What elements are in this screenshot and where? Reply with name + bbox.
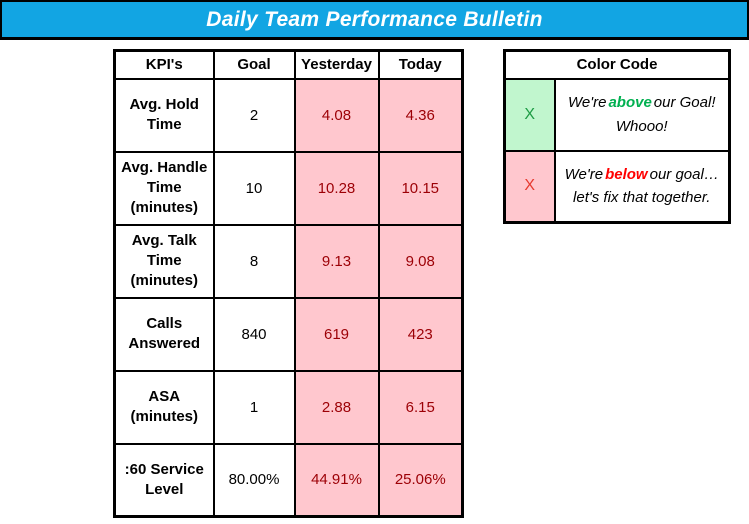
goal-value: 1 <box>212 369 296 445</box>
goal-value: 2 <box>212 77 296 153</box>
goal-value: 840 <box>212 296 296 372</box>
yesterday-value: 619 <box>293 296 380 372</box>
below-text-suffix: our goal… let's fix that together. <box>573 166 719 207</box>
table-row: Avg. Hold Time 2 4.08 4.36 <box>113 77 464 153</box>
yesterday-value: 4.08 <box>293 77 380 153</box>
table-row: Calls Answered 840 619 423 <box>113 296 464 372</box>
yesterday-value: 2.88 <box>293 369 380 445</box>
below-text-prefix: We're <box>564 166 604 183</box>
above-text-suffix: our Goal! Whooo! <box>615 94 716 135</box>
column-header-goal: Goal <box>212 49 296 80</box>
page-title: Daily Team Performance Bulletin <box>206 7 543 31</box>
table-row: :60 Service Level 80.00% 44.91% 25.06% <box>113 442 464 518</box>
column-header-kpi: KPI's <box>113 49 215 80</box>
goal-value: 8 <box>212 223 296 299</box>
kpi-name: :60 Service Level <box>113 442 215 518</box>
below-goal-swatch: X <box>503 149 556 224</box>
kpi-name: Avg. Handle Time (minutes) <box>113 150 215 226</box>
yesterday-value: 9.13 <box>293 223 380 299</box>
below-goal-description: We're below our goal… let's fix that toget… <box>553 149 731 224</box>
goal-value: 10 <box>212 150 296 226</box>
legend-title: Color Code <box>503 49 731 80</box>
above-goal-swatch: X <box>503 77 556 152</box>
today-value: 423 <box>377 296 464 372</box>
title-banner: Daily Team Performance Bulletin <box>0 0 749 40</box>
kpi-name: ASA (minutes) <box>113 369 215 445</box>
kpi-name: Avg. Talk Time (minutes) <box>113 223 215 299</box>
above-goal-description: We're above our Goal! Whooo! <box>553 77 731 152</box>
today-value: 4.36 <box>377 77 464 153</box>
legend-row-above: X We're above our Goal! Whooo! <box>503 77 731 152</box>
above-keyword: above <box>608 94 652 112</box>
column-header-yesterday: Yesterday <box>293 49 380 80</box>
column-header-today: Today <box>377 49 464 80</box>
kpi-name: Calls Answered <box>113 296 215 372</box>
table-row: Avg. Handle Time (minutes) 10 10.28 10.1… <box>113 150 464 226</box>
table-row: Avg. Talk Time (minutes) 8 9.13 9.08 <box>113 223 464 299</box>
legend-header-row: Color Code <box>503 49 731 80</box>
color-code-legend: Color Code X We're above our Goal! Whooo! … <box>503 49 731 224</box>
legend-row-below: X We're below our goal… let's fix that tog… <box>503 149 731 224</box>
kpi-name: Avg. Hold Time <box>113 77 215 153</box>
above-text-prefix: We're <box>568 94 607 112</box>
table-row: ASA (minutes) 1 2.88 6.15 <box>113 369 464 445</box>
kpi-table: KPI's Goal Yesterday Today Avg. Hold Tim… <box>113 49 464 518</box>
goal-value: 80.00% <box>212 442 296 518</box>
today-value: 25.06% <box>377 442 464 518</box>
below-keyword: below <box>605 166 648 183</box>
today-value: 9.08 <box>377 223 464 299</box>
yesterday-value: 10.28 <box>293 150 380 226</box>
kpi-table-header-row: KPI's Goal Yesterday Today <box>113 49 464 80</box>
yesterday-value: 44.91% <box>293 442 380 518</box>
today-value: 6.15 <box>377 369 464 445</box>
today-value: 10.15 <box>377 150 464 226</box>
